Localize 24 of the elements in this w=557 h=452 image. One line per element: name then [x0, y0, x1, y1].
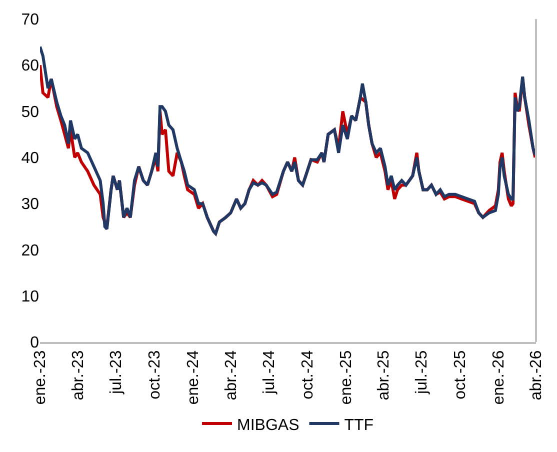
x-tick-label: abr.-23 — [70, 350, 87, 400]
y-tick-label: 20 — [21, 242, 40, 260]
x-tick-label: ene.-26 — [490, 350, 508, 405]
x-tick-label: ene.-25 — [338, 350, 355, 405]
x-tick-label: abr.-24 — [222, 350, 240, 400]
legend-label: MIBGAS — [237, 416, 300, 434]
x-tick-label: ene.-23 — [32, 350, 50, 405]
x-tick-label: jul.-23 — [108, 350, 125, 395]
x-tick-label: jul.-25 — [414, 350, 431, 395]
y-tick-label: 60 — [21, 58, 40, 75]
x-tick-label: abr.-25 — [376, 350, 393, 400]
y-tick-label: 70 — [21, 12, 40, 29]
x-tick-label: oct.-25 — [452, 350, 470, 400]
y-tick-label: 0 — [30, 334, 40, 352]
x-tick-label: jul.-24 — [260, 350, 278, 395]
x-tick-label: oct.-23 — [146, 350, 164, 400]
y-tick-label: 40 — [21, 150, 40, 168]
x-tick-label: abr.-26 — [528, 350, 546, 400]
y-tick-label: 50 — [21, 104, 40, 121]
y-tick-label: 30 — [21, 196, 40, 214]
x-tick-label: ene.-24 — [184, 350, 202, 405]
x-tick-label: oct.-24 — [299, 350, 316, 400]
y-tick-label: 10 — [21, 288, 40, 306]
legend-label: TTF — [344, 416, 374, 434]
